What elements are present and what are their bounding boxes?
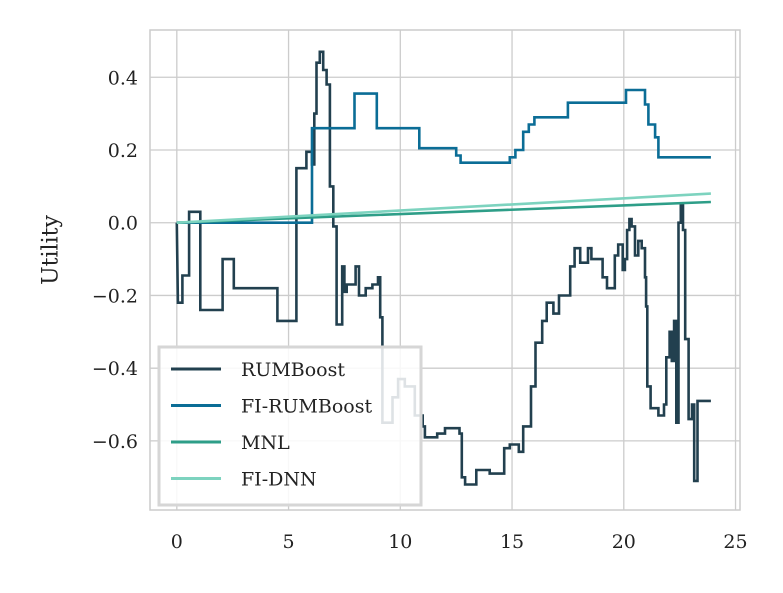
y-tick-label: −0.6 bbox=[92, 431, 138, 453]
legend-label: MNL bbox=[241, 432, 290, 454]
y-tick-label: 0.0 bbox=[108, 213, 138, 235]
series-line-fi-rumboost bbox=[176, 88, 711, 224]
series-line-rumboost bbox=[175, 50, 711, 486]
series-line-mnl bbox=[176, 200, 711, 224]
x-tick-label: 20 bbox=[612, 531, 636, 553]
y-axis-label: Utility bbox=[39, 215, 64, 285]
y-tick-label: 0.4 bbox=[108, 67, 138, 89]
legend-label: FI-DNN bbox=[241, 469, 317, 491]
x-tick-label: 5 bbox=[283, 531, 295, 553]
legend-label: FI-RUMBoost bbox=[241, 396, 372, 418]
legend-label: RUMBoost bbox=[241, 359, 345, 381]
legend: RUMBoost FI-RUMBoost MNL FI-DNN bbox=[157, 345, 423, 507]
y-tick-label: −0.2 bbox=[92, 285, 138, 307]
x-tick-label: 0 bbox=[171, 531, 183, 553]
x-tick-label: 15 bbox=[500, 531, 524, 553]
series-lines bbox=[175, 50, 711, 486]
x-tick-labels: 0 5 10 15 20 25 bbox=[171, 531, 748, 553]
plot-frame bbox=[149, 29, 741, 511]
x-tick-label: 25 bbox=[723, 531, 747, 553]
y-tick-label: −0.4 bbox=[92, 358, 138, 380]
series-line-fi-dnn bbox=[176, 192, 711, 224]
y-tick-label: 0.2 bbox=[108, 140, 138, 162]
x-tick-label: 10 bbox=[388, 531, 412, 553]
y-tick-labels: −0.6 −0.4 −0.2 0.0 0.2 0.4 bbox=[92, 67, 138, 453]
